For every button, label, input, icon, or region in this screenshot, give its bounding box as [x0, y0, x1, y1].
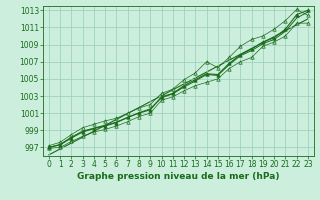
X-axis label: Graphe pression niveau de la mer (hPa): Graphe pression niveau de la mer (hPa) — [77, 172, 280, 181]
